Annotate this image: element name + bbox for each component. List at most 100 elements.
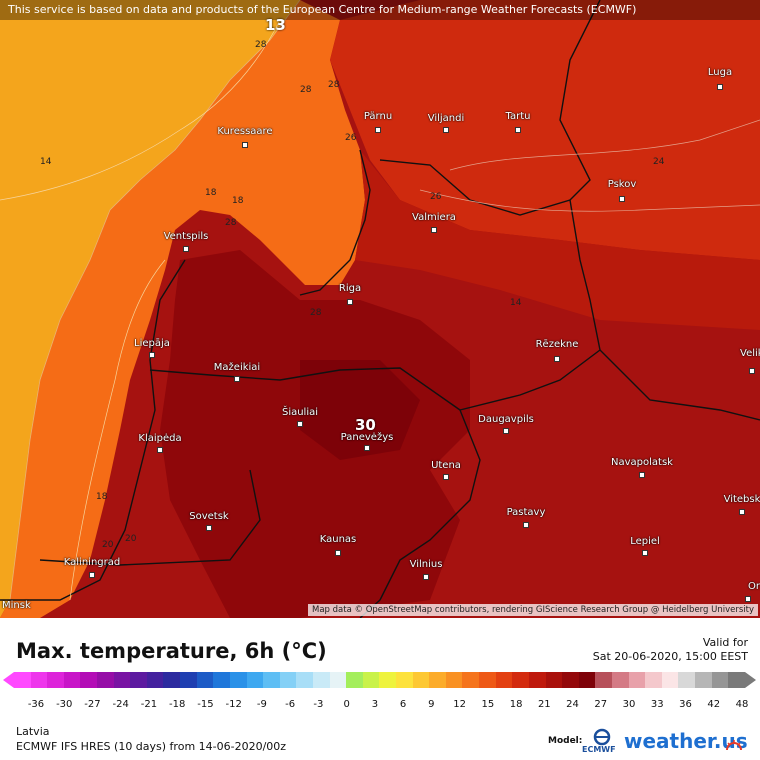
contour-label: 14 [510,298,522,308]
city-label[interactable]: Riga [338,283,362,294]
city-marker [149,352,155,358]
valid-label: Valid for [702,636,748,649]
city-label[interactable]: Navapolatsk [611,457,673,468]
colorbar-swatch [97,672,114,688]
valid-time: Sat 20-06-2020, 15:00 EEST [592,650,748,663]
sun-icon [726,740,742,751]
colorbar-tick-label: -3 [313,699,324,710]
contour-label: 20 [125,534,137,544]
colorbar-swatch [429,672,446,688]
city-marker [297,421,303,427]
city-marker [745,596,751,602]
colorbar-tick-label: -18 [169,699,186,710]
colorbar-swatch [180,672,197,688]
city-label[interactable]: Tartu [505,111,531,122]
colorbar-swatch [246,672,264,688]
colorbar-tick-label: 24 [566,699,579,710]
contour-label: 18 [205,188,217,198]
chart-title: Max. temperature, 6h (°C) [16,639,327,663]
colorbar-tick-label: 3 [371,699,379,710]
colorbar-swatch [694,672,712,688]
city-label[interactable]: Ventspils [163,231,209,242]
ecmwf-text: ECMWF [582,745,616,754]
city-label[interactable]: Minsk [2,600,31,611]
colorbar-swatch [595,672,612,688]
colorbar-swatch [229,672,247,688]
city-marker [554,356,560,362]
colorbar-swatch [562,672,579,688]
colorbar-swatch [213,672,230,688]
colorbar-swatch [728,672,745,688]
city-marker [515,127,521,133]
city-label[interactable]: Kaliningrad [63,557,121,568]
colorbar-swatch [113,672,131,688]
city-label[interactable]: Rēzekne [535,339,579,350]
city-label[interactable]: Liepāja [134,338,170,349]
city-marker [375,127,381,133]
city-label[interactable]: Utena [431,460,461,471]
city-label[interactable]: Panevėžys [340,432,394,443]
colorbar-swatch [346,672,363,688]
city-label[interactable]: Kaunas [319,534,357,545]
colorbar [14,672,745,688]
colorbar-swatch [279,672,297,688]
city-marker [335,550,341,556]
model-label: Model: [548,736,583,746]
contour-label: 18 [232,196,244,206]
colorbar-left-arrow [3,672,14,688]
colorbar-tick-label: 36 [679,699,692,710]
colorbar-swatch [462,672,480,688]
city-label[interactable]: Vitebsk [723,494,760,505]
colorbar-swatch [711,672,729,688]
city-label[interactable]: Viljandi [427,113,465,124]
temperature-field [0,0,760,618]
max-label: 30 [355,416,376,434]
colorbar-swatch [196,672,214,688]
contour-label: 14 [40,157,52,167]
colorbar-swatch [445,672,463,688]
city-label[interactable]: Mažeikiai [213,362,261,373]
forecast-map[interactable]: This service is based on data and produc… [0,0,760,618]
city-marker [717,84,723,90]
colorbar-swatch [329,672,347,688]
colorbar-tick-label: 21 [537,699,551,710]
contour-label: 26 [345,133,357,143]
city-label[interactable]: Daugavpils [478,414,534,425]
colorbar-swatch [611,672,629,688]
contour-label: 28 [255,40,267,50]
city-label[interactable]: Klaipėda [138,433,182,444]
city-label[interactable]: Pastavy [506,507,546,518]
city-marker [642,550,648,556]
city-marker [503,428,509,434]
colorbar-tick-label: -12 [225,699,242,710]
city-label[interactable]: Šiauliai [281,407,319,418]
contour-label: 28 [225,218,237,228]
city-label[interactable]: Orsha [748,581,760,592]
ecmwf-notice: This service is based on data and produc… [0,0,760,20]
colorbar-tick-label: 42 [707,699,721,710]
colorbar-swatch [63,672,81,688]
city-label[interactable]: Valmiera [412,212,456,223]
city-label[interactable]: Vilnius [409,559,443,570]
colorbar-swatch [146,672,164,688]
colorbar-tick-label: 6 [399,699,407,710]
colorbar-swatch [312,672,330,688]
city-marker [443,127,449,133]
city-label[interactable]: Sovetsk [189,511,229,522]
contour-label: 28 [328,80,340,90]
contour-label: 28 [300,85,312,95]
city-label[interactable]: Lepiel [630,536,660,547]
city-label[interactable]: Pskov [607,179,637,190]
colorbar-swatch [396,672,413,688]
city-marker [183,246,189,252]
city-marker [423,574,429,580]
colorbar-swatch [379,672,397,688]
city-label[interactable]: Pärnu [363,111,393,122]
colorbar-swatch [362,672,380,688]
colorbar-tick-label: -24 [112,699,129,710]
colorbar-tick-label: 18 [509,699,523,710]
city-label[interactable]: Kuressaare [217,126,273,137]
city-label[interactable]: Velikiye Luki [740,348,760,359]
map-attribution[interactable]: Map data © OpenStreetMap contributors, r… [308,604,758,616]
city-label[interactable]: Luga [707,67,733,78]
